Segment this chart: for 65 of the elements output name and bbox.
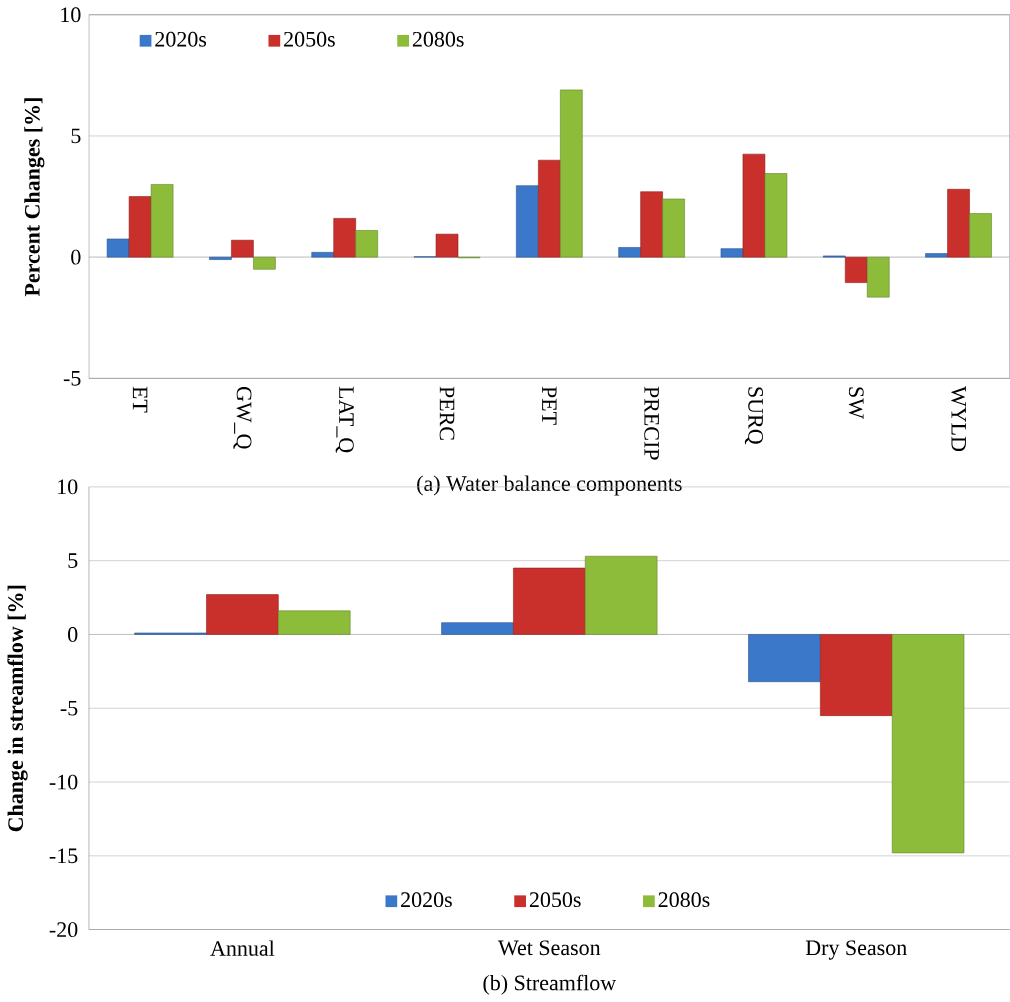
x-tick-label: Dry Season: [805, 940, 907, 960]
x-tick-label: PET: [542, 386, 557, 425]
bar: [333, 218, 357, 258]
y-tick-label: -20: [49, 922, 78, 937]
y-tick-label: 0: [68, 626, 78, 642]
x-tick-label: ET: [132, 386, 148, 413]
bar: [206, 594, 279, 635]
bar: [720, 248, 744, 258]
bar: [925, 253, 948, 258]
y-axis-title: Percent Changes [%]: [24, 98, 45, 297]
y-tick-label: 10: [61, 7, 81, 23]
bar: [516, 185, 539, 258]
bar: [513, 567, 586, 635]
y-tick-label: 10: [58, 479, 78, 495]
bar: [742, 153, 766, 258]
bar: [355, 230, 379, 258]
bar: [844, 256, 868, 283]
bar: [209, 256, 232, 260]
bar: [640, 191, 663, 258]
bar: [891, 634, 965, 854]
x-tick-label: SURQ: [744, 387, 763, 445]
legend-label: 2050s: [529, 892, 581, 908]
bar: [618, 247, 641, 258]
bar: [662, 198, 685, 258]
legend-label: 2050s: [284, 31, 335, 47]
y-tick-label: -15: [49, 848, 78, 864]
y-tick-label: -5: [60, 700, 78, 716]
y-tick-label: 5: [71, 128, 81, 144]
bar: [441, 622, 514, 635]
bar: [231, 239, 254, 258]
x-tick-label: LAT_Q: [335, 386, 354, 453]
bar: [748, 634, 821, 682]
bar: [947, 188, 970, 258]
bar: [538, 159, 561, 258]
bar: [253, 256, 276, 270]
legend-label: 2020s: [155, 31, 207, 47]
y-tick-label: 5: [68, 553, 78, 568]
y-axis-title: Change in streamflow [%]: [7, 585, 28, 832]
legend-label: 2020s: [401, 892, 452, 908]
x-tick-label: PRECIP: [644, 386, 660, 460]
x-tick-label: WYLD: [951, 385, 966, 451]
x-tick-label: Wet Season: [498, 940, 601, 956]
y-tick-label: -5: [63, 371, 81, 386]
bar: [584, 555, 658, 635]
x-tick-label: GW_Q: [233, 386, 252, 450]
bar: [128, 196, 152, 258]
y-tick-label: -10: [49, 774, 78, 790]
bar: [820, 634, 893, 716]
bar: [560, 89, 583, 258]
bar: [106, 238, 130, 258]
x-axis-title: (a) Water balance components: [417, 475, 682, 496]
bar: [311, 251, 335, 258]
legend-label: 2080s: [658, 892, 710, 908]
bar: [150, 184, 174, 258]
x-tick-label: SW: [848, 387, 864, 419]
x-tick-label: PERC: [439, 386, 455, 440]
bar: [278, 610, 351, 635]
bar: [435, 233, 459, 258]
legend-label: 2080s: [412, 31, 464, 47]
y-tick-label: 0: [71, 249, 81, 265]
bar: [764, 173, 788, 258]
x-tick-label: Annual: [210, 940, 275, 956]
bar: [969, 213, 992, 258]
bar: [866, 256, 890, 298]
x-axis-title: (b) Streamflow: [483, 974, 617, 995]
